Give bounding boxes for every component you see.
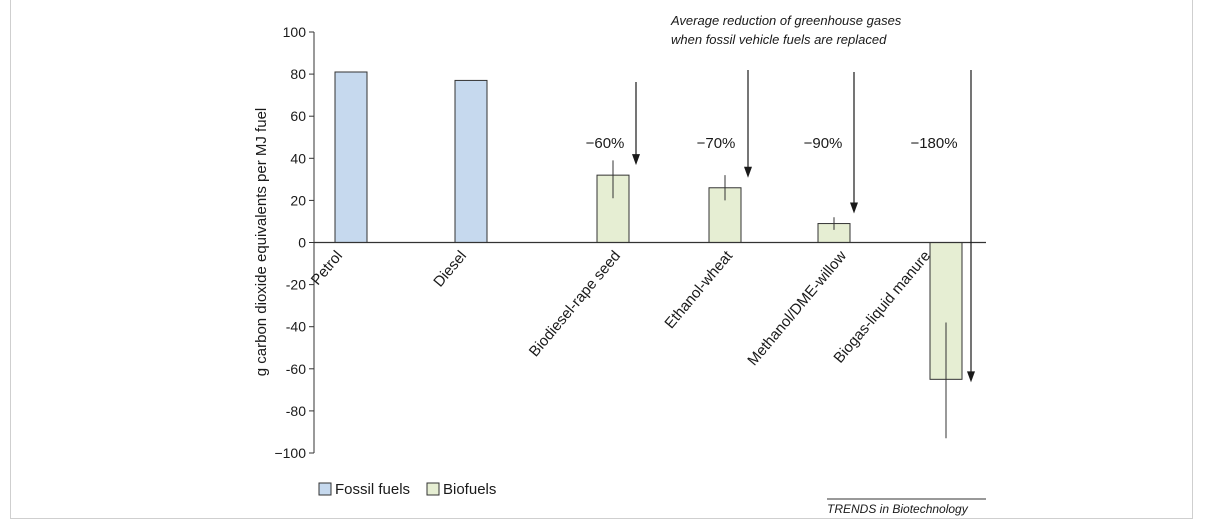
reduction-label: −90% xyxy=(804,135,843,152)
y-tick-label: -40 xyxy=(286,319,306,335)
y-tick-label: 0 xyxy=(298,235,306,251)
legend-label-biofuels: Biofuels xyxy=(443,481,496,498)
y-tick-label: −100 xyxy=(274,445,306,461)
reduction-label: −60% xyxy=(586,135,625,152)
category-label: Ethanol-wheat xyxy=(661,247,736,332)
reduction-arrow-head xyxy=(967,371,975,383)
bar-0 xyxy=(334,71,368,244)
category-labels: Petrol Diesel Biodiesel-rape seed Ethanol-w… xyxy=(308,247,934,369)
legend: Fossil fuels Biofuels xyxy=(318,481,496,498)
reduction-arrow-head xyxy=(632,154,640,166)
y-tick-label: -60 xyxy=(286,361,306,377)
legend-label-fossil: Fossil fuels xyxy=(335,481,410,498)
reduction-arrows: −60% −70% −90% −180% xyxy=(586,70,975,383)
y-tick-label: 40 xyxy=(290,150,306,166)
reduction-label: −180% xyxy=(910,135,957,152)
bar-chart: 100 80 60 40 20 0 -20 -40 -60 -80 −100 −60% −70% −90… xyxy=(253,13,986,516)
bars xyxy=(334,71,963,439)
category-label: Biodiesel-rape seed xyxy=(526,248,624,361)
chart-frame: 100 80 60 40 20 0 -20 -40 -60 -80 −100 −60% −70% −90… xyxy=(10,0,1193,519)
y-tick-label: 80 xyxy=(290,66,306,82)
legend-swatch-biofuels xyxy=(426,482,440,496)
credit-text: TRENDS in Biotechnology xyxy=(827,502,969,516)
y-tick-label: 60 xyxy=(290,108,306,124)
y-axis: 100 80 60 40 20 0 -20 -40 -60 -80 −100 xyxy=(274,24,315,461)
annotation-line-1: Average reduction of greenhouse gases xyxy=(670,13,902,28)
legend-swatch-fossil xyxy=(318,482,332,496)
category-label: Diesel xyxy=(430,248,470,291)
y-tick-label: -20 xyxy=(286,277,306,293)
y-tick-label: 100 xyxy=(283,24,307,40)
y-axis-title: g carbon dioxide equivalents per MJ fuel xyxy=(253,108,270,377)
y-tick-label: -80 xyxy=(286,403,306,419)
category-label: Biogas-liquid manure xyxy=(830,248,934,367)
annotation-line-2: when fossil vehicle fuels are replaced xyxy=(671,32,887,47)
reduction-arrow-head xyxy=(850,202,858,214)
reduction-arrow-head xyxy=(744,166,752,178)
reduction-label: −70% xyxy=(697,135,736,152)
y-tick-label: 20 xyxy=(290,192,306,208)
bar-1 xyxy=(454,79,488,244)
